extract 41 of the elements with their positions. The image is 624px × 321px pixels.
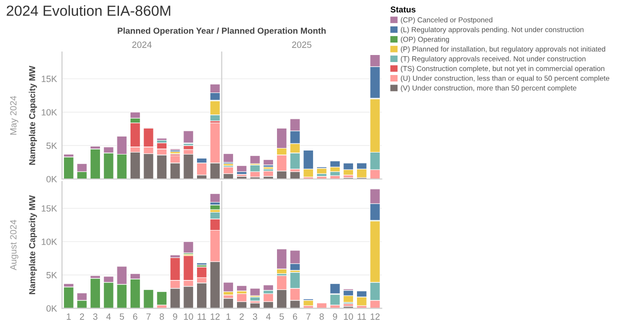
y-tick-label: 5K xyxy=(46,142,58,149)
text: May 2024 xyxy=(10,96,18,135)
x-axis-title: Planned Operation Year / Planned Operation Month xyxy=(118,27,326,36)
x-tick-label: 4 xyxy=(106,313,111,320)
chart-subtitle: 2024 xyxy=(132,42,152,48)
text: August 2024 xyxy=(10,220,18,270)
y-axis-title: Nameplate Capacity MW xyxy=(28,195,37,294)
x-tick-label: 3 xyxy=(93,313,98,320)
x-tick-label: 1 xyxy=(66,313,71,320)
x-tick-label: 7 xyxy=(306,313,310,320)
y-tick-label: 5K xyxy=(46,272,58,278)
x-tick-label: 5 xyxy=(120,313,124,320)
x-tick-label: 11 xyxy=(198,313,206,320)
legend-title: Status xyxy=(390,6,416,12)
y-tick-label: 0K xyxy=(46,176,58,182)
chart-subtitle: 2025 xyxy=(292,42,312,48)
x-tick-label: 12 xyxy=(210,313,220,320)
x-tick-label: 1 xyxy=(226,313,230,320)
y-tick-label: 15K xyxy=(42,76,58,82)
x-tick-label: 5 xyxy=(280,313,284,320)
x-tick-label: 10 xyxy=(184,313,194,320)
x-tick-label: 6 xyxy=(133,313,138,320)
y-tick-label: 10K xyxy=(42,238,58,245)
x-tick-label: 6 xyxy=(292,313,298,320)
x-tick-label: 11 xyxy=(358,313,366,320)
chart-title: 2024 Evolution EIA-860M xyxy=(6,5,170,16)
x-tick-label: 8 xyxy=(160,313,164,320)
x-tick-label: 8 xyxy=(320,313,324,320)
y-tick-label: 10K xyxy=(42,109,58,116)
y-tick-label: 15K xyxy=(42,205,58,212)
y-axis-title: Nameplate Capacity MW xyxy=(28,66,37,165)
y-tick-label: 0K xyxy=(46,305,58,312)
x-tick-label: 9 xyxy=(332,313,338,320)
x-tick-label: 7 xyxy=(146,313,151,320)
x-tick-label: 2 xyxy=(80,313,84,320)
x-tick-label: 4 xyxy=(266,313,271,320)
x-tick-label: 3 xyxy=(252,313,258,320)
x-tick-label: 2 xyxy=(240,313,244,320)
x-tick-label: 12 xyxy=(370,313,380,320)
x-tick-label: 9 xyxy=(173,313,178,320)
x-tick-label: 10 xyxy=(344,313,354,320)
